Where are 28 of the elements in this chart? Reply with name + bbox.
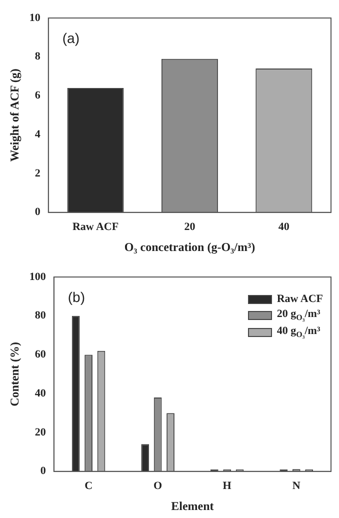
x-axis-title: O₃ concetration (g-O₃/m³)	[124, 240, 256, 254]
y-tick-label: 20	[34, 426, 46, 438]
annotation: (a)	[62, 30, 80, 46]
x-tick-label: Raw ACF	[72, 220, 119, 233]
x-tick-label: H	[222, 480, 232, 492]
y-tick-label: 10	[29, 12, 41, 24]
x-tick-label: 20	[184, 220, 196, 233]
y-axis-title: Weight of ACF (g)	[7, 68, 22, 162]
annotation: (b)	[68, 288, 86, 305]
y-axis-title: Content (%)	[7, 342, 22, 406]
y-tick-label: 2	[34, 167, 41, 180]
x-axis-title: Element	[171, 498, 214, 513]
y-tick-label: 4	[34, 128, 41, 140]
x-tick-label: N	[292, 480, 300, 492]
x-tick-label: C	[84, 480, 93, 492]
y-tick-label: 60	[34, 348, 46, 361]
y-tick-label: 80	[34, 310, 46, 322]
y-tick-label: 6	[34, 90, 41, 102]
x-tick-label: O	[154, 480, 163, 492]
y-tick-label: 40	[34, 387, 46, 400]
legend-label: 40 g$_{O₃}$/m³	[276, 325, 320, 340]
y-tick-label: 8	[34, 50, 41, 63]
legend-label: 20 g$_{O₃}$/m³	[276, 308, 320, 322]
x-tick-label: 40	[278, 220, 290, 233]
y-tick-label: 0	[40, 465, 46, 478]
y-tick-label: 0	[34, 206, 41, 218]
y-tick-label: 100	[29, 270, 46, 283]
legend-label: Raw ACF	[276, 293, 323, 305]
